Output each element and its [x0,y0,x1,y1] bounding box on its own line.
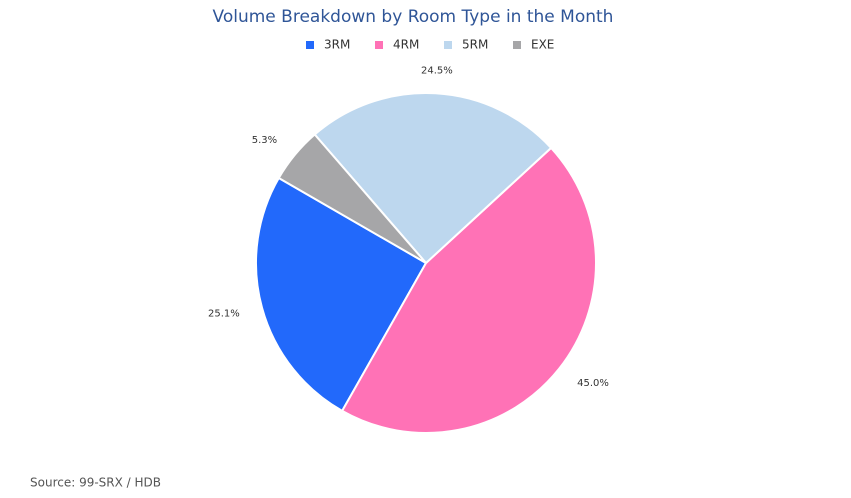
pie-slice [255,176,428,413]
pie-slice [313,92,553,265]
data-label: 24.5% [421,65,453,76]
legend-swatch [513,41,521,49]
data-label: 5.3% [252,135,277,146]
data-label: 45.0% [577,378,609,389]
legend-swatch [375,41,383,49]
legend-swatch [444,41,452,49]
data-label: 25.1% [208,309,240,320]
chart-title: Volume Breakdown by Room Type in the Mon… [213,7,614,27]
source-note: Source: 99-SRX / HDB [30,476,161,490]
legend-label: 5RM [462,38,488,52]
legend-label: 3RM [324,38,350,52]
legend-label: EXE [531,38,554,52]
pie-slice [277,133,427,264]
legend-swatch [306,41,314,49]
pie-slice [340,146,597,434]
legend-label: 4RM [393,38,419,52]
